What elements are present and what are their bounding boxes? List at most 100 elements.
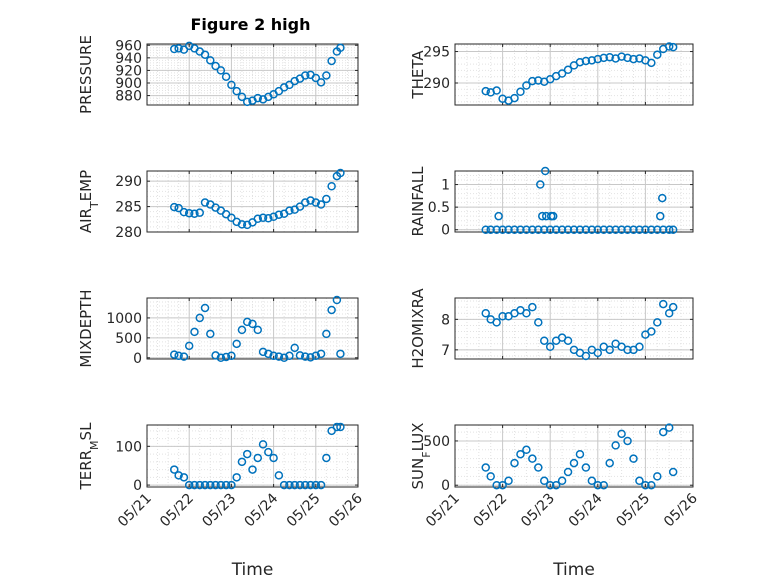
data-point (274, 471, 284, 480)
data-point (581, 225, 591, 234)
data-point (664, 309, 674, 318)
data-point (548, 211, 558, 221)
data-point (232, 339, 241, 349)
data-point (279, 480, 289, 490)
data-point (264, 447, 273, 457)
data-point (593, 225, 603, 234)
data-point (516, 225, 525, 234)
x-tick-label: 05/22 (157, 491, 197, 531)
data-point (629, 225, 638, 234)
y-tick-label: 1000 (106, 311, 142, 327)
data-point (306, 353, 315, 362)
data-point (316, 200, 326, 209)
data-point (248, 465, 257, 474)
data-point (253, 325, 263, 335)
data-point (206, 56, 215, 65)
y-tick-label: 0 (441, 223, 450, 239)
x-tick-label: 05/26 (661, 490, 701, 530)
data-point (498, 312, 507, 321)
data-point (575, 57, 585, 67)
data-point (285, 206, 294, 215)
data-point (593, 348, 603, 358)
data-point (258, 347, 268, 357)
data-point (563, 225, 573, 234)
data-point (170, 44, 179, 54)
data-point (611, 225, 620, 234)
data-point (170, 465, 179, 474)
data-point (653, 50, 662, 59)
x-axis-label: Time (552, 560, 595, 580)
data-point (664, 225, 674, 234)
data-point (510, 458, 519, 468)
y-axis-label: RAINFALL (409, 166, 427, 237)
data-point (504, 225, 513, 234)
data-point (656, 211, 665, 221)
data-point (534, 225, 543, 234)
data-point (274, 352, 284, 361)
data-point (232, 473, 241, 482)
data-point (258, 213, 268, 223)
subplot-5: 7 8 H2OMIXRA (409, 288, 694, 369)
data-point (575, 225, 585, 234)
data-point (510, 225, 519, 234)
subplot-2: 280 285 290 AIRTEMP (77, 168, 359, 241)
data-point (587, 56, 597, 65)
x-tick-label: 05/21 (423, 491, 463, 531)
data-point (248, 319, 257, 329)
data-point (322, 453, 331, 463)
data-point (237, 457, 247, 467)
data-point (653, 472, 662, 481)
data-point (522, 445, 531, 455)
data-point (232, 86, 241, 96)
y-tick-label: 290 (423, 76, 450, 92)
data-point (170, 202, 179, 212)
data-point (170, 350, 179, 359)
data-point (569, 458, 579, 468)
data-point (516, 87, 525, 97)
data-point (593, 480, 603, 490)
data-point (216, 353, 226, 363)
data-point (195, 208, 204, 217)
x-tick-label: 05/26 (326, 490, 366, 530)
x-tick-label: 05/21 (115, 491, 155, 531)
y-axis-label: TERRMSL (77, 422, 101, 491)
data-point (563, 336, 573, 345)
data-point (179, 207, 189, 217)
data-point (647, 327, 656, 336)
data-point (322, 71, 331, 80)
data-point (623, 345, 632, 355)
data-point (327, 305, 336, 315)
y-axis-label: AIRTEMP (77, 170, 101, 233)
data-point (540, 476, 549, 486)
data-point (522, 309, 531, 318)
data-point (200, 50, 210, 59)
data-point (605, 458, 614, 468)
figure-title: Figure 2 high (191, 15, 311, 34)
data-point (623, 225, 632, 234)
data-point (316, 349, 326, 359)
subplot-4: 0 500 1000 MIXDEPTH (77, 289, 359, 368)
data-point (311, 73, 321, 83)
data-point (269, 212, 278, 221)
data-point (295, 480, 305, 490)
data-point (611, 441, 620, 450)
data-point (653, 225, 662, 234)
y-tick-label: 290 (115, 174, 142, 190)
y-tick-label: 900 (115, 76, 142, 92)
data-point (258, 440, 268, 449)
data-point (311, 480, 321, 490)
data-point (492, 86, 501, 95)
data-point (647, 480, 656, 490)
data-point (221, 72, 231, 81)
subplot-3: 0 0.5 1 RAINFALL (409, 166, 694, 239)
data-point (206, 480, 215, 490)
data-point (316, 78, 326, 87)
data-point (536, 180, 545, 189)
data-point (481, 86, 490, 96)
data-point (528, 225, 537, 234)
y-tick-label: 0.5 (428, 200, 450, 216)
y-tick-label: 100 (115, 439, 142, 455)
data-point (332, 422, 342, 432)
y-tick-label: 500 (115, 331, 142, 347)
data-point (174, 203, 183, 213)
